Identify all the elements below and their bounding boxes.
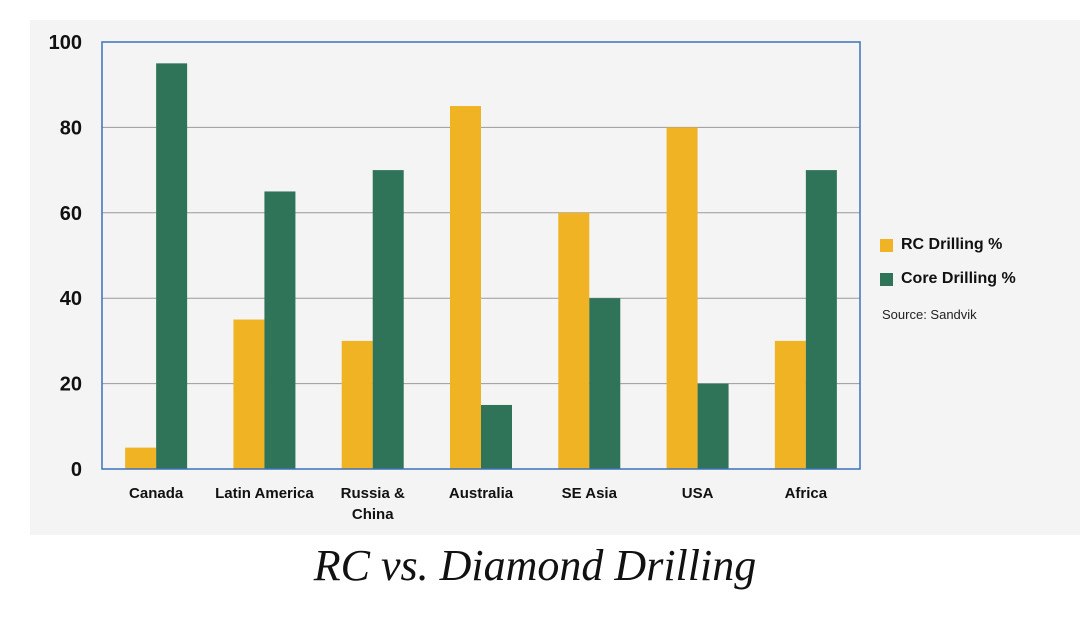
bar-core [697,383,729,469]
caption: RC vs. Diamond Drilling [313,541,757,590]
bar-rc [450,106,481,470]
y-tick-label: 60 [60,203,82,225]
source-note: Source: Sandvik [882,307,977,322]
bars [125,63,837,470]
legend-swatch-core [880,272,893,286]
bar-core [589,298,621,469]
x-tick-label: China [352,506,394,523]
x-tick-label: Latin America [215,485,314,502]
bar-core [372,170,404,469]
y-tick-label: 100 [49,32,82,54]
y-tick-label: 0 [71,459,82,481]
bar-rc [233,319,265,469]
bar-rc [774,340,806,469]
x-tick-labels: Canada Latin America Russia & China Australi… [129,485,828,523]
y-tick-label: 80 [60,117,82,139]
bar-core [805,170,837,469]
legend-swatch-rc [880,238,893,252]
legend-item-rc: RC Drilling % [880,228,1016,262]
x-tick-label: Canada [129,485,184,502]
x-tick-label: Australia [449,485,514,502]
x-tick-label: Russia & [341,485,405,502]
legend-label-core: Core Drilling % [901,270,1016,287]
bar-core [156,63,188,469]
bar-core [481,404,512,469]
legend-item-core: Core Drilling % [880,262,1016,296]
bar-rc [558,212,590,470]
x-tick-label: USA [682,485,714,502]
plot-border [101,41,861,470]
bar-core [264,191,296,469]
bar-rc [125,447,157,469]
y-tick-labels: 0 20 40 60 80 100 [49,32,82,481]
chart-area [30,20,1080,535]
y-tick-label: 20 [60,374,82,396]
y-tick-label: 40 [60,288,82,310]
x-tick-label: Africa [785,485,828,502]
bar-rc [341,340,373,469]
x-tick-label: SE Asia [562,485,618,502]
bar-rc [666,127,698,470]
legend: RC Drilling % Core Drilling % [880,228,1016,296]
legend-label-rc: RC Drilling % [901,236,1003,253]
